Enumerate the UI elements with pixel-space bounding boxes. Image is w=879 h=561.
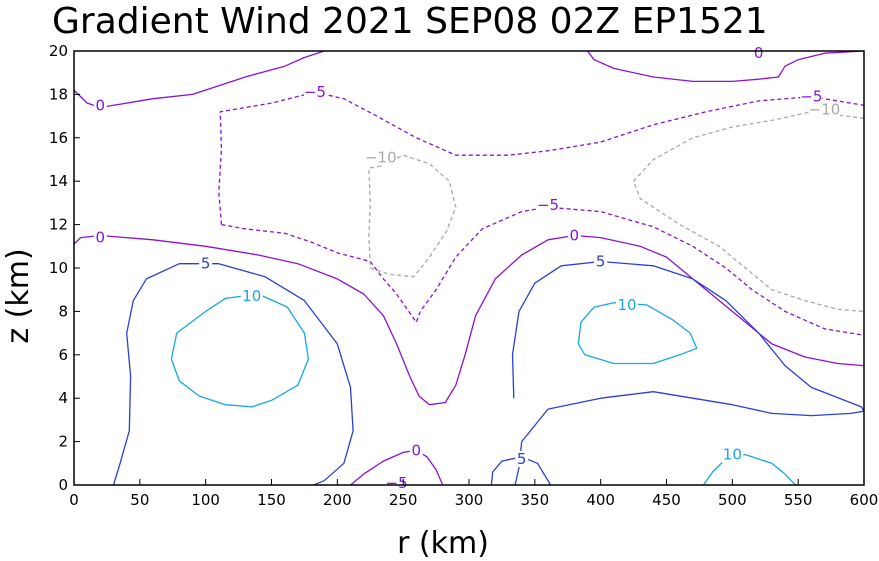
contour-label: 10	[617, 296, 636, 314]
contour-line-minus-10	[632, 111, 865, 313]
contour-label-bg	[240, 288, 263, 305]
contour-label-bg	[537, 197, 559, 214]
contour-line-0	[73, 234, 865, 406]
contour-label-bg	[93, 229, 107, 246]
x-tick-label: 0	[69, 491, 79, 509]
contour-label-bg	[800, 88, 823, 105]
contour-layer	[73, 50, 865, 486]
contour-label-bg	[409, 442, 423, 459]
x-tick-label: 550	[784, 491, 813, 509]
y-tick-label: 10	[49, 259, 68, 277]
y-axis: 0 2 4 6 8 10 12 14 16 18 20	[49, 42, 80, 494]
x-tick-label: 200	[323, 491, 352, 509]
x-tick-label: 150	[257, 491, 286, 509]
contour-label-bg	[199, 255, 213, 272]
contour-label-bg	[721, 446, 744, 463]
chart-title: Gradient Wind 2021 SEP08 02Z EP1521	[52, 1, 768, 42]
contour-label-bg	[515, 450, 529, 467]
y-tick-label: 20	[49, 42, 68, 60]
x-tick-label: 300	[455, 491, 484, 509]
contour-label: −10	[365, 148, 397, 166]
contour-label: 0	[96, 229, 106, 247]
contour-label: 10	[723, 446, 742, 464]
y-tick-label: 18	[49, 85, 68, 103]
y-tick-label: 6	[58, 346, 68, 364]
contour-label: −5	[304, 83, 326, 101]
contour-label: 5	[201, 255, 211, 273]
contour-line-10	[702, 453, 796, 486]
contour-line-5	[511, 260, 865, 486]
x-tick-label: 250	[389, 491, 418, 509]
y-tick-label: 4	[58, 389, 68, 407]
x-tick-label: 450	[652, 491, 681, 509]
contour-label-bg	[365, 149, 397, 166]
contour-label: −10	[809, 101, 841, 119]
contour-line-5	[112, 263, 354, 486]
x-tick-label: 500	[718, 491, 747, 509]
contour-line-0	[350, 449, 444, 486]
y-axis-label: z (km)	[1, 248, 36, 343]
contour-label-bg	[594, 253, 608, 270]
contour-line-0	[73, 50, 325, 109]
contour-label-bg	[809, 101, 840, 118]
contour-label: −5	[800, 88, 822, 106]
y-tick-label: 16	[49, 129, 68, 147]
contour-label: 5	[517, 450, 527, 468]
contour-label-bg	[385, 474, 408, 491]
contour-label-bg	[616, 296, 638, 313]
x-axis: 0 50 100 150 200 250 300 350 400 450 500 550 600	[69, 479, 878, 509]
x-tick-label: 600	[850, 491, 879, 509]
contour-label: 0	[412, 441, 422, 459]
contour-label: −5	[537, 196, 559, 214]
contour-label-bg	[567, 227, 581, 244]
x-axis-label: r (km)	[397, 526, 489, 561]
x-tick-label: 350	[521, 491, 550, 509]
x-tick-label: 50	[130, 491, 149, 509]
y-tick-label: 14	[49, 172, 68, 190]
contour-line-minus-5	[221, 206, 865, 336]
y-tick-label: 8	[58, 302, 68, 320]
contour-label: −5	[386, 474, 408, 492]
contour-label: 0	[96, 96, 106, 114]
contour-line-10	[170, 293, 310, 408]
contour-label: 5	[596, 252, 606, 270]
contour-line-10	[577, 302, 698, 365]
y-tick-label: 12	[49, 216, 68, 234]
contour-label-bg	[752, 45, 766, 62]
contour-line-minus-5	[218, 91, 865, 225]
x-tick-label: 400	[586, 491, 615, 509]
contour-label-bg	[303, 84, 326, 101]
x-tick-label: 100	[191, 491, 220, 509]
contour-line-0	[586, 50, 865, 83]
contour-label: 10	[242, 287, 261, 305]
y-tick-label: 0	[58, 476, 68, 494]
y-tick-label: 2	[58, 433, 68, 451]
contour-label: 0	[570, 226, 580, 244]
contour-line-minus-10	[368, 154, 457, 278]
contour-label-bg	[93, 97, 107, 114]
contour-label: 0	[754, 44, 764, 62]
